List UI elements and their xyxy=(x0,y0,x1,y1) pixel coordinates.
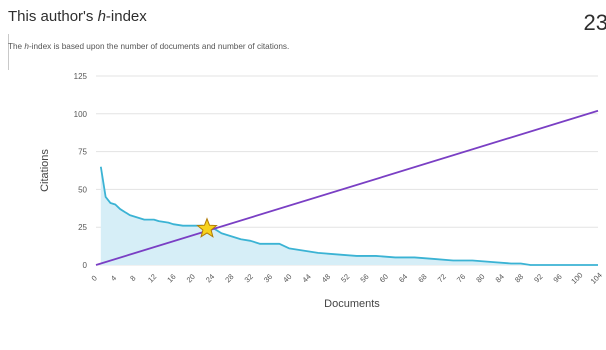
x-tick-label-0: 0 xyxy=(90,274,99,283)
y-tick-label-75: 75 xyxy=(78,148,87,157)
x-tick-label-12: 12 xyxy=(146,272,158,284)
y-tick-label-0: 0 xyxy=(83,261,88,270)
citations-line xyxy=(99,166,598,266)
citations-area xyxy=(99,166,599,266)
y-tick-label-125: 125 xyxy=(74,72,88,81)
h-index-marker-group xyxy=(196,217,218,238)
x-tick-label-88: 88 xyxy=(513,272,525,284)
y-tick-label-25: 25 xyxy=(78,223,87,232)
documents-line xyxy=(95,109,599,266)
documents-line-group xyxy=(95,109,599,266)
x-tick-label-8: 8 xyxy=(128,274,137,283)
y-tick-label-50: 50 xyxy=(78,185,87,194)
y-axis-title: Citations xyxy=(39,149,51,192)
y-tick-label-100: 100 xyxy=(74,110,88,119)
x-tick-label-104: 104 xyxy=(589,271,604,286)
x-tick-label-96: 96 xyxy=(551,272,563,284)
subtitle-h-italic: h xyxy=(24,42,29,51)
x-tick-label-84: 84 xyxy=(494,272,506,284)
chart-subtitle: The h-index is based upon the number of … xyxy=(8,42,290,51)
citations-area-fill xyxy=(100,166,599,265)
grid-lines xyxy=(96,75,598,266)
left-rule xyxy=(8,34,9,70)
x-tick-label-64: 64 xyxy=(397,272,409,284)
x-tick-label-100: 100 xyxy=(569,271,584,286)
x-tick-label-60: 60 xyxy=(378,272,390,284)
x-tick-label-36: 36 xyxy=(262,272,274,284)
x-tick-label-48: 48 xyxy=(320,272,332,284)
x-tick-label-76: 76 xyxy=(455,272,467,284)
x-tick-label-80: 80 xyxy=(474,272,486,284)
x-tick-label-28: 28 xyxy=(223,272,235,284)
x-tick-label-16: 16 xyxy=(165,272,177,284)
x-tick-label-92: 92 xyxy=(532,272,544,284)
x-tick-label-4: 4 xyxy=(109,274,118,283)
x-axis-ticks: 0 4 8 12 16 20 24 28 32 36 40 44 48 52 56 60 64 68 72 76 80 8… xyxy=(90,271,604,286)
x-axis-title: Documents xyxy=(324,298,380,310)
h-index-star-marker xyxy=(196,217,218,238)
chart-title: This author's h-index xyxy=(8,8,147,25)
x-tick-label-68: 68 xyxy=(416,272,428,284)
x-tick-label-52: 52 xyxy=(339,272,351,284)
x-tick-label-56: 56 xyxy=(358,272,370,284)
x-tick-label-24: 24 xyxy=(204,272,216,284)
x-tick-label-40: 40 xyxy=(281,272,293,284)
title-h-italic: h xyxy=(97,8,106,25)
x-tick-label-32: 32 xyxy=(243,272,255,284)
x-tick-label-20: 20 xyxy=(185,272,197,284)
y-axis-ticks: 0 25 50 75 100 125 xyxy=(74,72,88,270)
x-tick-label-44: 44 xyxy=(300,272,312,284)
x-tick-label-72: 72 xyxy=(436,272,448,284)
h-index-value: 23 xyxy=(583,10,606,35)
